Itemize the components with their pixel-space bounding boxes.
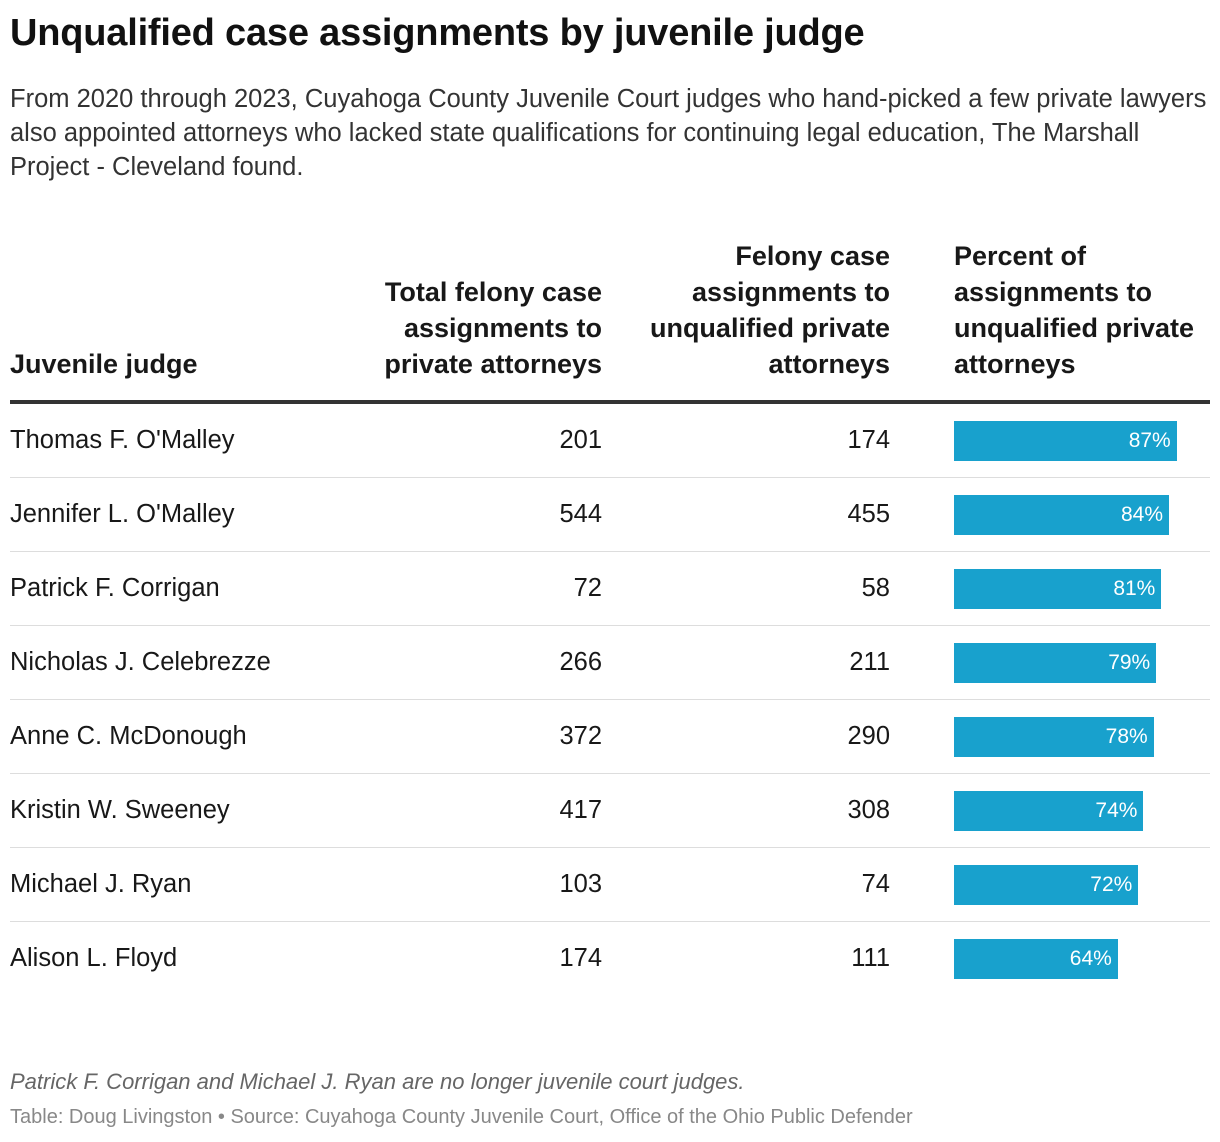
table-header-row: Juvenile judge Total felony case assignm… [10, 238, 1210, 404]
percent-bar-label: 81% [1113, 576, 1156, 600]
percent-bar: 78% [954, 716, 1154, 757]
percent-cell: 78% [890, 699, 1210, 774]
percent-bar-label: 84% [1121, 502, 1164, 526]
percent-bar: 74% [954, 790, 1144, 831]
percent-cell: 72% [890, 847, 1210, 922]
total-assignments-cell: 372 [370, 699, 602, 774]
percent-cell: 84% [890, 477, 1210, 552]
column-header-judge: Juvenile judge [10, 238, 370, 404]
percent-bar: 79% [954, 642, 1157, 683]
footnote: Patrick F. Corrigan and Michael J. Ryan … [10, 1069, 745, 1094]
table-row: Thomas F. O'Malley 201 174 87% [10, 402, 1210, 478]
judge-name-cell: Thomas F. O'Malley [10, 402, 370, 478]
total-assignments-cell: 174 [559, 944, 602, 972]
percent-bar-track: 81% [954, 568, 1210, 609]
data-table: Juvenile judge Total felony case assignm… [10, 238, 1210, 995]
percent-bar-track: 79% [954, 642, 1210, 683]
percent-bar-label: 74% [1095, 798, 1138, 822]
total-assignments-cell: 544 [370, 477, 602, 552]
percent-bar-track: 74% [954, 790, 1210, 831]
percent-cell: 81% [890, 551, 1210, 626]
unqualified-assignments-cell: 111 [851, 944, 890, 972]
chart-subtitle: From 2020 through 2023, Cuyahoga County … [10, 85, 1207, 181]
unqualified-assignments-cell: 211 [602, 625, 890, 700]
unqualified-assignments-cell: 174 [602, 402, 890, 478]
unqualified-assignments-cell: 455 [602, 477, 890, 552]
total-assignments-cell: 103 [370, 847, 602, 922]
percent-bar-track: 87% [954, 420, 1210, 461]
percent-bar-label: 78% [1105, 724, 1148, 748]
percent-bar-label: 87% [1128, 428, 1171, 452]
judge-name-cell: Nicholas J. Celebrezze [10, 625, 370, 700]
column-header-percent: Percent of assignments to unqualified pr… [890, 238, 1210, 404]
table-row: Nicholas J. Celebrezze 266 211 79% [10, 625, 1210, 700]
percent-bar: 72% [954, 864, 1139, 905]
percent-cell: 74% [890, 773, 1210, 848]
judge-name-cell: Patrick F. Corrigan [10, 551, 370, 626]
percent-cell: 64% [890, 922, 1210, 996]
table-row: Alison L. Floyd 174 111 64% [10, 922, 1210, 996]
table-row: Jennifer L. O'Malley 544 455 84% [10, 477, 1210, 552]
unqualified-assignments-cell: 74 [602, 847, 890, 922]
unqualified-assignments-cell: 290 [602, 699, 890, 774]
percent-bar: 84% [954, 494, 1170, 535]
judge-name-cell: Kristin W. Sweeney [10, 773, 370, 848]
percent-bar: 81% [954, 568, 1162, 609]
unqualified-assignments-cell: 308 [602, 773, 890, 848]
table-body: Thomas F. O'Malley 201 174 87% Jennifer L. O… [10, 402, 1210, 995]
percent-bar: 87% [954, 420, 1177, 461]
percent-bar: 64% [954, 938, 1118, 979]
judge-name-cell: Anne C. McDonough [10, 699, 370, 774]
percent-bar-label: 72% [1090, 872, 1133, 896]
percent-bar-track: 72% [954, 864, 1210, 905]
column-header-unqualified: Felony case assignments to unqualified p… [602, 238, 890, 404]
percent-cell: 87% [890, 402, 1210, 478]
percent-bar-label: 64% [1069, 946, 1112, 970]
chart-title: Unqualified case assignments by juvenile… [10, 12, 865, 54]
table-row: Anne C. McDonough 372 290 78% [10, 699, 1210, 774]
table-row: Kristin W. Sweeney 417 308 74% [10, 773, 1210, 848]
percent-bar-track: 78% [954, 716, 1210, 757]
table-row: Patrick F. Corrigan 72 58 81% [10, 551, 1210, 626]
judge-name-cell: Jennifer L. O'Malley [10, 477, 370, 552]
column-header-total: Total felony case assignments to private… [370, 238, 602, 404]
source-credit: Table: Doug Livingston • Source: Cuyahog… [10, 1106, 913, 1128]
unqualified-assignments-cell: 58 [602, 551, 890, 626]
judge-name-cell: Alison L. Floyd [10, 944, 178, 972]
total-assignments-cell: 417 [370, 773, 602, 848]
total-assignments-cell: 201 [370, 402, 602, 478]
judge-name-cell: Michael J. Ryan [10, 847, 370, 922]
table-row: Michael J. Ryan 103 74 72% [10, 847, 1210, 922]
percent-bar-track: 84% [954, 494, 1210, 535]
total-assignments-cell: 266 [370, 625, 602, 700]
percent-cell: 79% [890, 625, 1210, 700]
total-assignments-cell: 72 [370, 551, 602, 626]
percent-bar-label: 79% [1108, 650, 1151, 674]
percent-bar-track: 64% [954, 938, 1210, 979]
